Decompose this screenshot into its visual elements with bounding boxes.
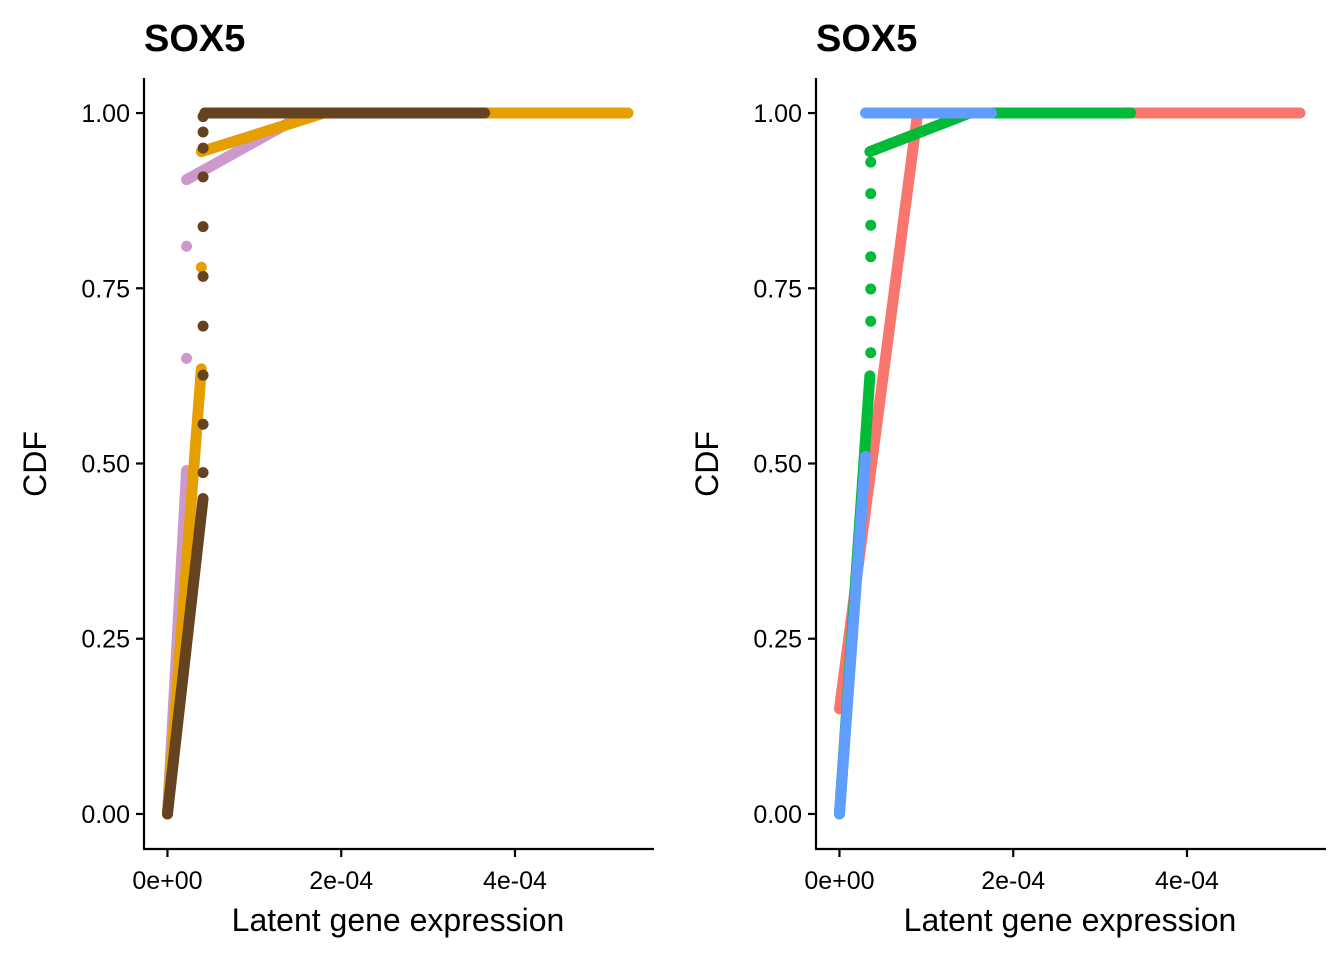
series-layer <box>161 107 634 820</box>
series-series-3 <box>161 107 491 820</box>
data-point <box>865 347 877 359</box>
data-point <box>865 219 877 231</box>
y-tick-label: 0.25 <box>753 626 802 654</box>
data-point <box>865 315 877 327</box>
data-point <box>865 283 877 295</box>
data-point <box>865 188 877 200</box>
data-point <box>865 251 877 263</box>
y-tick-label: 0.50 <box>753 451 802 479</box>
data-point <box>197 320 209 332</box>
data-point <box>865 156 877 168</box>
data-point <box>197 467 209 479</box>
y-tick-label: 1.00 <box>81 100 130 128</box>
series-series-2 <box>833 107 1137 820</box>
data-point <box>197 126 209 138</box>
tick-layer: 0.00 0.25 0.50 0.75 1.00 0e+00 2e-04 4e-04 <box>81 100 547 895</box>
y-tick-label: 0.25 <box>81 626 130 654</box>
data-point <box>197 369 209 381</box>
y-tick-label: 1.00 <box>753 100 802 128</box>
panel-right: SOX5 CDF Latent gene expression 0.00 0.25… <box>689 18 1326 938</box>
data-point <box>195 261 207 273</box>
data-point <box>181 240 193 252</box>
y-tick-label: 0.50 <box>81 451 130 479</box>
data-point <box>197 418 209 430</box>
x-tick-label: 0e+00 <box>804 867 874 895</box>
data-point <box>197 270 209 282</box>
x-tick-label: 2e-04 <box>309 867 373 895</box>
x-tick-label: 0e+00 <box>132 867 202 895</box>
data-point <box>197 171 209 183</box>
series-series-2 <box>161 107 634 820</box>
series-segment <box>864 107 976 158</box>
chart-title: SOX5 <box>144 18 245 60</box>
data-point <box>197 221 209 233</box>
y-axis-label: CDF <box>17 431 53 497</box>
panel-left: SOX5 CDF Latent gene expression 0.00 0.25… <box>17 18 654 938</box>
x-tick-label: 2e-04 <box>981 867 1045 895</box>
y-tick-label: 0.75 <box>81 275 130 303</box>
chart-title: SOX5 <box>816 18 917 60</box>
series-segment <box>195 107 330 158</box>
data-point <box>181 352 193 364</box>
tick-layer: 0.00 0.25 0.50 0.75 1.00 0e+00 2e-04 4e-04 <box>753 100 1219 895</box>
series-series-3 <box>833 107 998 820</box>
data-point <box>197 111 209 123</box>
x-axis-label: Latent gene expression <box>904 902 1237 938</box>
series-segment <box>833 450 872 820</box>
series-segment <box>161 493 209 820</box>
y-axis-label: CDF <box>689 431 725 497</box>
data-point <box>197 142 209 154</box>
y-tick-label: 0.00 <box>753 801 802 829</box>
series-layer <box>833 107 1306 820</box>
series-series-1 <box>833 107 1306 715</box>
y-tick-label: 0.75 <box>753 275 802 303</box>
series-series-1 <box>161 107 312 820</box>
y-tick-label: 0.00 <box>81 801 130 829</box>
x-tick-label: 4e-04 <box>483 867 547 895</box>
x-axis-label: Latent gene expression <box>232 902 565 938</box>
x-tick-label: 4e-04 <box>1155 867 1219 895</box>
